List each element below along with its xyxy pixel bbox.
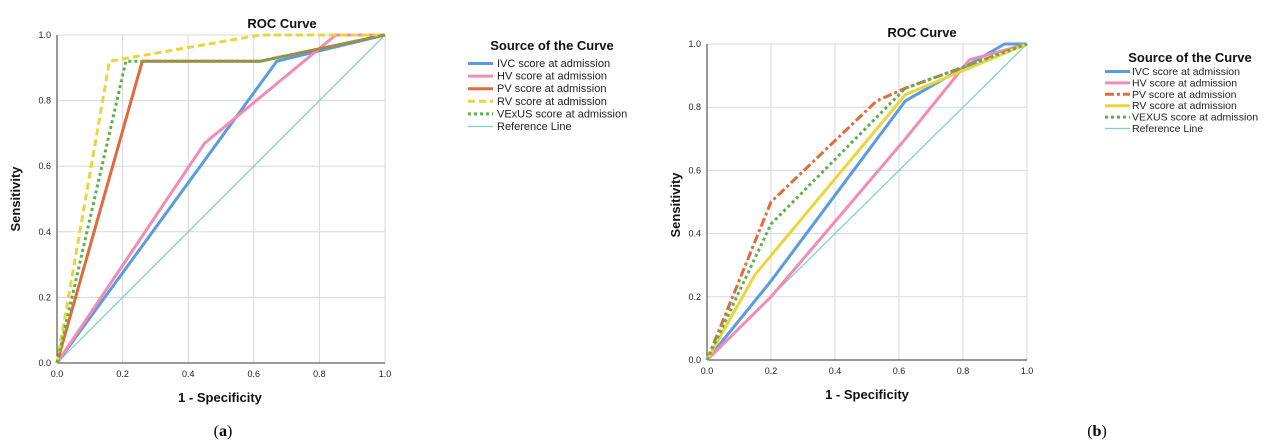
series-line-rv [55,33,385,364]
legend-entry-hv: HV score at admission [497,71,607,83]
x-tick-label: 0.2 [765,366,778,376]
legend-entry-rv: RV score at admission [1132,100,1237,112]
x-tick-label: 0.4 [182,369,195,379]
series-line-hv [55,33,385,364]
panel-a-ylabel: Sensitivity [8,166,23,232]
legend-entry-pv: PV score at admission [1132,89,1237,101]
legend-title: Source of the Curve [490,38,614,53]
x-tick-label: 0.0 [701,366,714,376]
panel-b-chart: ROC Curve 1 - Specificity Sensitivity 0.… [668,25,1258,440]
series-line-ivc [705,42,1027,361]
x-tick-label: 1.0 [1021,366,1034,376]
panel-b-ylabel: Sensitivity [668,172,683,238]
legend-entry-reference: Reference Line [497,121,572,133]
panel-b-label: (b) [1087,423,1107,440]
panel-b-label-letter: b [1093,423,1102,440]
y-tick-label: 0.0 [38,358,51,368]
x-tick-label: 0.6 [248,369,261,379]
panel-a-label-letter: a [219,423,227,440]
panel-a-title: ROC Curve [247,16,316,31]
panel-a-xlabel: 1 - Specificity [178,390,263,405]
series-line-reference [56,34,386,364]
x-tick-label: 0.8 [957,366,970,376]
y-tick-label: 0.8 [38,96,51,106]
legend-entry-reference: Reference Line [1132,123,1203,135]
panel-a-grid [56,34,386,364]
legend-title: Source of the Curve [1128,50,1252,65]
y-tick-label: 1.0 [688,39,701,49]
panel-a-label: (a) [214,423,233,440]
legend-entry-hv: HV score at admission [1132,77,1237,89]
legend-entry-rv: RV score at admission [497,96,607,108]
y-tick-label: 0.4 [688,229,701,239]
x-tick-label: 0.6 [893,366,906,376]
panel-a-legend: Source of the Curve IVC score at admissio… [468,38,627,133]
legend-entry-ivc: IVC score at admission [1132,66,1240,78]
x-tick-label: 0.4 [829,366,842,376]
y-tick-label: 0.4 [38,227,51,237]
legend-entry-vexus: VEXUS score at admission [1132,112,1258,124]
y-tick-label: 0.6 [38,161,51,171]
series-line-hv [705,42,1028,362]
series-line-rv [705,42,1028,361]
panel-b-xlabel: 1 - Specificity [825,387,910,402]
x-tick-label: 0.2 [116,369,129,379]
y-tick-label: 0.8 [688,102,701,112]
legend-entry-ivc: IVC score at admission [497,58,610,70]
panel-a-chart: ROC Curve 1 - Specificity Sensitivity 0.… [8,16,627,440]
legend-entry-pv: PV score at admission [497,83,606,95]
panel-b-title: ROC Curve [887,25,956,40]
x-tick-label: 0.8 [313,369,326,379]
y-tick-label: 0.2 [38,292,51,302]
y-tick-label: 0.0 [688,355,701,365]
y-tick-label: 1.0 [38,30,51,40]
x-tick-label: 1.0 [379,369,392,379]
legend-entry-vexus: VExUS score at admission [497,108,627,120]
y-tick-label: 0.2 [688,292,701,302]
y-tick-label: 0.6 [688,165,701,175]
x-tick-label: 0.0 [51,369,64,379]
